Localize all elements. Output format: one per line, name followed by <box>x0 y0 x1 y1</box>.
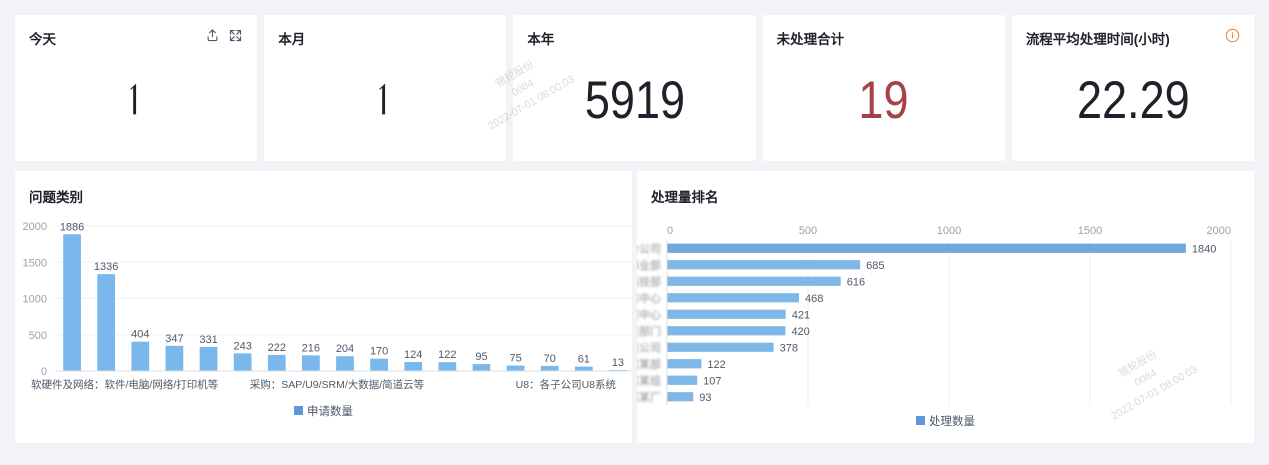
svg-text:95: 95 <box>475 351 487 363</box>
svg-text:685: 685 <box>866 260 884 272</box>
svg-text:1886: 1886 <box>60 221 84 233</box>
svg-text:1336: 1336 <box>94 261 118 273</box>
svg-text:124: 124 <box>404 349 422 361</box>
svg-text:某某部: 某某部 <box>637 357 661 371</box>
svg-text:468: 468 <box>805 293 823 305</box>
svg-text:1840: 1840 <box>1192 243 1216 255</box>
svg-text:61: 61 <box>578 354 590 366</box>
svg-text:331: 331 <box>199 334 217 346</box>
svg-text:75: 75 <box>509 353 521 365</box>
svg-text:2000: 2000 <box>23 221 47 233</box>
svg-text:378: 378 <box>780 342 798 354</box>
svg-text:420: 420 <box>791 326 809 338</box>
svg-text:500: 500 <box>799 225 817 237</box>
svg-text:347: 347 <box>165 333 183 345</box>
svg-text:1000: 1000 <box>937 225 961 237</box>
svg-text:某某中心: 某某中心 <box>637 292 661 305</box>
svg-text:107: 107 <box>703 375 721 387</box>
svg-text:某某分公司: 某某分公司 <box>637 242 661 255</box>
svg-text:13: 13 <box>612 357 624 369</box>
svg-text:170: 170 <box>370 346 388 358</box>
svg-text:2000: 2000 <box>1207 225 1231 237</box>
svg-text:421: 421 <box>792 309 810 321</box>
svg-text:616: 616 <box>847 276 865 288</box>
svg-text:243: 243 <box>233 340 251 352</box>
svg-text:93: 93 <box>699 392 711 404</box>
svg-text:204: 204 <box>336 343 354 355</box>
svg-text:某某公司: 某某公司 <box>637 341 661 354</box>
svg-text:500: 500 <box>29 330 47 342</box>
svg-text:1500: 1500 <box>1078 225 1102 237</box>
svg-text:122: 122 <box>707 359 725 371</box>
svg-text:70: 70 <box>544 353 556 365</box>
svg-text:某某科技部: 某某科技部 <box>637 274 661 288</box>
svg-text:某某厂: 某某厂 <box>637 391 661 404</box>
svg-text:0: 0 <box>667 225 673 237</box>
svg-text:1500: 1500 <box>23 257 47 269</box>
svg-text:216: 216 <box>302 342 320 354</box>
svg-text:某某事业部: 某某事业部 <box>637 258 661 272</box>
svg-text:某某组: 某某组 <box>637 373 661 387</box>
svg-text:404: 404 <box>131 329 149 341</box>
svg-text:某某部门: 某某部门 <box>637 324 661 338</box>
svg-text:某某中心: 某某中心 <box>637 308 661 321</box>
svg-text:122: 122 <box>438 349 456 361</box>
svg-text:1000: 1000 <box>23 294 47 306</box>
svg-text:222: 222 <box>268 342 286 354</box>
